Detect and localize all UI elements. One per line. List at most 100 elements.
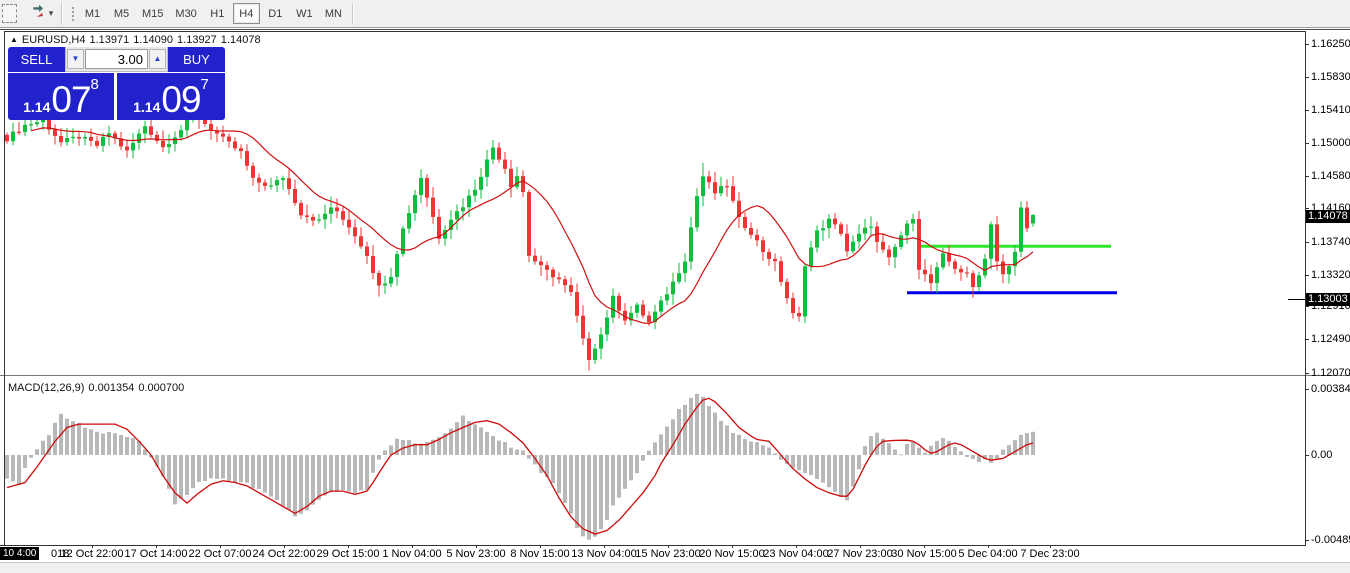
timeframe-button-m1[interactable]: M1 [79,3,106,24]
plot-border-left [4,31,5,545]
time-axis-label: 12 Oct 22:00 [60,548,124,560]
macd-title: MACD(12,26,9) 0.001354 0.000700 [8,382,188,394]
price-axis-label: 1.13320 [1311,269,1350,281]
sell-price-pipette: 8 [90,76,99,93]
timeframe-button-m5[interactable]: M5 [108,3,135,24]
timeframe-toolbar: ▾ M1 M5 M15 M30 H1 H4 D1 W1 MN [0,0,1350,27]
crosshair-time-badge: 10 4:00 [0,547,40,560]
price-axis-badge: 1.14078 [1306,210,1350,223]
time-tick [988,545,989,548]
time-tick [348,545,349,548]
price-axis-label: 1.12490 [1311,333,1350,345]
time-tick [92,545,93,548]
time-tick [220,545,221,548]
price-tick [1305,306,1309,307]
price-axis-label: 1.16250 [1311,38,1350,50]
timeframe-button-d1[interactable]: D1 [262,3,289,24]
chevron-down-icon: ▾ [48,8,54,18]
time-axis-label: 29 Oct 15:00 [316,548,380,560]
time-tick [156,545,157,548]
time-axis-label: 27 Nov 23:00 [827,548,893,560]
time-tick [668,545,669,548]
price-axis-line [1305,31,1306,545]
time-tick [540,545,541,548]
time-axis-label: 13 Nov 04:00 [571,548,637,560]
time-tick [284,545,285,548]
buy-price-big-digits: 09 [161,79,201,120]
price-tick [1305,208,1309,209]
volume-input[interactable] [85,49,148,69]
buy-price-prefix: 1.14 [133,99,161,115]
price-chart-pane[interactable]: ▲ EURUSD,H4 1.13971 1.14090 1.13927 1.14078 [0,31,1350,375]
timeframe-button-h1[interactable]: H1 [204,3,231,24]
sell-button[interactable]: SELL [8,47,65,72]
high-value: 1.14090 [133,34,174,46]
window-bottom-strip [0,562,1350,573]
caret-down-icon: ▼ [71,54,80,63]
macd-axis-label: 0.003847 [1311,383,1350,395]
timeframe-button-w1[interactable]: W1 [291,3,318,24]
time-tick [1050,545,1051,548]
sell-price-tile[interactable]: 1.14 07 8 [8,73,114,120]
macd-signal-value: 0.000700 [138,382,185,394]
chart-title: ▲ EURUSD,H4 1.13971 1.14090 1.13927 1.14078 [10,34,265,46]
time-axis-label: 30 Nov 15:00 [891,548,957,560]
volume-increase-button[interactable]: ▲ [149,49,166,69]
price-tick [1305,275,1309,276]
macd-name-label: MACD(12,26,9) [8,382,85,394]
toolbar-divider [0,27,1350,30]
time-axis-line [0,545,1306,546]
macd-chart[interactable] [0,379,1350,545]
timeframe-button-mn[interactable]: MN [320,3,347,24]
price-axis-badge: 1.13003 [1306,293,1350,306]
symbol-marker-icon: ▲ [10,35,18,44]
time-tick [412,545,413,548]
time-tick [732,545,733,548]
macd-tick [1305,389,1309,390]
low-value: 1.13927 [177,34,217,46]
timeframe-button-m30[interactable]: M30 [170,3,201,24]
objects-dropdown-button[interactable]: ▾ [27,4,57,24]
time-axis-label: 15 Nov 23:00 [635,548,701,560]
candlestick-chart[interactable] [0,31,1350,375]
toolbar-separator [351,2,354,25]
time-axis-label: 5 Dec 04:00 [958,548,1018,560]
sell-price-prefix: 1.14 [23,99,51,115]
macd-axis-label: 0.00 [1311,449,1333,461]
price-axis-label: 1.14580 [1311,170,1350,182]
price-axis-label: 1.15830 [1311,71,1350,83]
timeframe-button-m15[interactable]: M15 [137,3,168,24]
price-tick [1305,373,1309,374]
sell-price-big-digits: 07 [51,79,91,120]
caret-up-icon: ▲ [153,54,162,63]
macd-tick [1305,455,1309,456]
open-value: 1.13971 [89,34,130,46]
time-axis-label: 17 Oct 14:00 [124,548,188,560]
arrows-icon [31,4,47,23]
macd-indicator-pane[interactable]: MACD(12,26,9) 0.001354 0.000700 [0,379,1350,545]
close-value: 1.14078 [220,34,261,46]
macd-tick [1305,540,1309,541]
price-tick [1305,44,1309,45]
time-label-fragment: 018 [51,548,70,560]
buy-price-tile[interactable]: 1.14 09 7 [117,73,225,120]
buy-button[interactable]: BUY [168,47,225,72]
cropped-toolbar-icon[interactable] [2,4,17,23]
buy-price-pipette: 7 [200,76,209,93]
toolbar-drag-handle[interactable] [70,4,75,23]
volume-decrease-button[interactable]: ▼ [67,49,84,69]
time-axis-label: 24 Oct 22:00 [252,548,316,560]
price-tick [1305,143,1309,144]
price-tick [1305,77,1309,78]
price-axis-label: 1.15000 [1311,137,1350,149]
timeframe-button-h4[interactable]: H4 [232,3,260,24]
time-tick [860,545,861,548]
time-axis-label: 22 Oct 07:00 [188,548,252,560]
time-axis-label: 8 Nov 15:00 [510,548,570,560]
volume-control: ▼ ▲ [65,47,168,72]
time-axis-label: 5 Nov 23:00 [446,548,506,560]
time-axis: 10 4:00 018 12 Oct 22:00 17 Oct 14:00 22… [0,545,1350,562]
time-axis-label: 1 Nov 04:00 [382,548,442,560]
